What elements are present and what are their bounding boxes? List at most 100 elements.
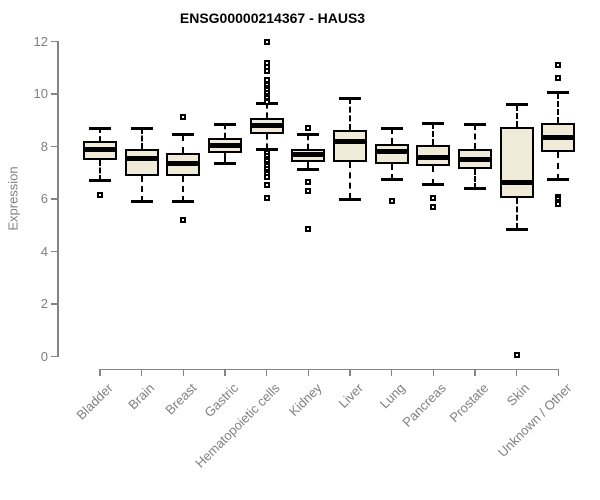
y-axis-tick	[51, 40, 57, 43]
box-median	[249, 123, 284, 129]
whisker-upper	[515, 104, 518, 127]
whisker-cap-lower	[547, 178, 570, 181]
box-median	[458, 157, 492, 163]
y-tick-label: 2	[40, 296, 48, 312]
box-median	[374, 149, 409, 155]
outlier-point	[263, 38, 270, 45]
y-tick-label: 8	[40, 138, 48, 154]
y-axis-tick	[51, 145, 57, 148]
x-tick-label-lung: Lung	[376, 380, 408, 412]
x-axis-tick	[307, 370, 310, 377]
whisker-cap-lower	[255, 147, 278, 151]
x-tick-label-breast: Breast	[162, 380, 200, 418]
whisker-cap-lower	[380, 178, 403, 181]
whisker-upper	[182, 134, 185, 154]
box-median	[416, 154, 451, 160]
whisker-lower	[307, 162, 310, 169]
x-tick-label-liver: Liver	[335, 380, 366, 411]
whisker-cap-upper	[172, 133, 195, 137]
x-axis-tick	[224, 370, 226, 377]
outlier-point	[263, 173, 270, 180]
whisker-cap-upper	[297, 133, 320, 137]
outlier-point	[513, 352, 520, 359]
x-axis-tick	[182, 370, 185, 377]
x-tick-label-pancreas: Pancreas	[399, 380, 450, 430]
whisker-cap-upper	[547, 91, 570, 95]
chart-title: ENSG00000214367 - HAUS3	[179, 10, 366, 26]
whisker-upper	[224, 124, 226, 138]
outlier-point	[263, 67, 270, 74]
whisker-lower	[140, 175, 143, 202]
x-tick-label-kidney: Kidney	[285, 380, 325, 420]
outlier-point	[180, 217, 187, 224]
x-axis-tick	[99, 370, 101, 377]
whisker-lower	[182, 175, 185, 202]
x-axis-tick	[515, 370, 518, 377]
boxplot-brain	[124, 149, 159, 176]
box-median	[499, 179, 534, 185]
outlier-point	[555, 62, 562, 69]
x-tick-label-gastric: Gastric	[201, 380, 241, 421]
outlier-point	[305, 179, 312, 186]
whisker-cap-upper	[505, 103, 528, 107]
whisker-upper	[307, 134, 310, 150]
whisker-cap-upper	[89, 126, 111, 130]
whisker-cap-lower	[172, 200, 195, 204]
whisker-lower	[474, 169, 476, 189]
x-tick-label-skin: Skin	[504, 380, 533, 409]
box-median	[541, 135, 576, 140]
box-median	[124, 156, 159, 161]
whisker-cap-upper	[422, 121, 445, 125]
whisker-upper	[474, 124, 476, 150]
whisker-lower	[390, 163, 393, 180]
y-tick-label: 6	[40, 191, 48, 207]
outlier-point	[180, 113, 187, 120]
box-median	[83, 146, 117, 152]
whisker-cap-upper	[380, 126, 403, 130]
x-axis-tick	[349, 370, 351, 377]
y-tick-label: 0	[40, 348, 48, 364]
whisker-upper	[349, 98, 351, 130]
whisker-cap-lower	[297, 167, 320, 171]
box-median	[208, 142, 242, 148]
x-axis-tick	[140, 370, 143, 377]
whisker-cap-lower	[214, 162, 236, 166]
whisker-upper	[140, 128, 143, 150]
y-tick-label: 12	[33, 33, 48, 49]
y-axis-tick	[51, 198, 57, 200]
whisker-upper	[390, 128, 393, 145]
x-axis-tick	[265, 370, 268, 377]
whisker-lower	[265, 133, 268, 150]
outlier-point	[305, 125, 312, 132]
x-tick-label-prostate: Prostate	[446, 380, 491, 426]
x-tick-label-hematopoietic-cells: Hematopoietic cells	[192, 380, 283, 471]
whisker-lower	[99, 159, 101, 181]
whisker-cap-upper	[214, 122, 236, 126]
box-median	[291, 152, 326, 158]
whisker-cap-lower	[130, 200, 153, 204]
x-axis-tick	[390, 370, 393, 377]
x-axis-tick	[557, 370, 560, 377]
x-tick-label-bladder: Bladder	[73, 380, 116, 423]
outlier-point	[263, 99, 270, 106]
outlier-point	[555, 75, 562, 82]
y-tick-label: 4	[40, 243, 48, 259]
y-axis-tick	[51, 303, 57, 305]
outlier-point	[263, 76, 270, 83]
whisker-lower	[432, 166, 435, 185]
y-tick-label: 10	[33, 86, 48, 102]
whisker-cap-upper	[464, 122, 486, 126]
y-axis-tick	[51, 250, 57, 253]
outlier-point	[263, 181, 270, 188]
whisker-cap-upper	[130, 126, 153, 130]
whisker-cap-lower	[89, 179, 111, 183]
boxplot-skin	[499, 127, 534, 198]
y-axis-tick	[51, 355, 57, 358]
outlier-point	[305, 226, 312, 233]
box-median	[166, 161, 201, 167]
whisker-upper	[265, 103, 268, 118]
boxplot-liver	[333, 129, 367, 163]
x-tick-label-brain: Brain	[125, 380, 158, 413]
outlier-point	[305, 188, 312, 195]
